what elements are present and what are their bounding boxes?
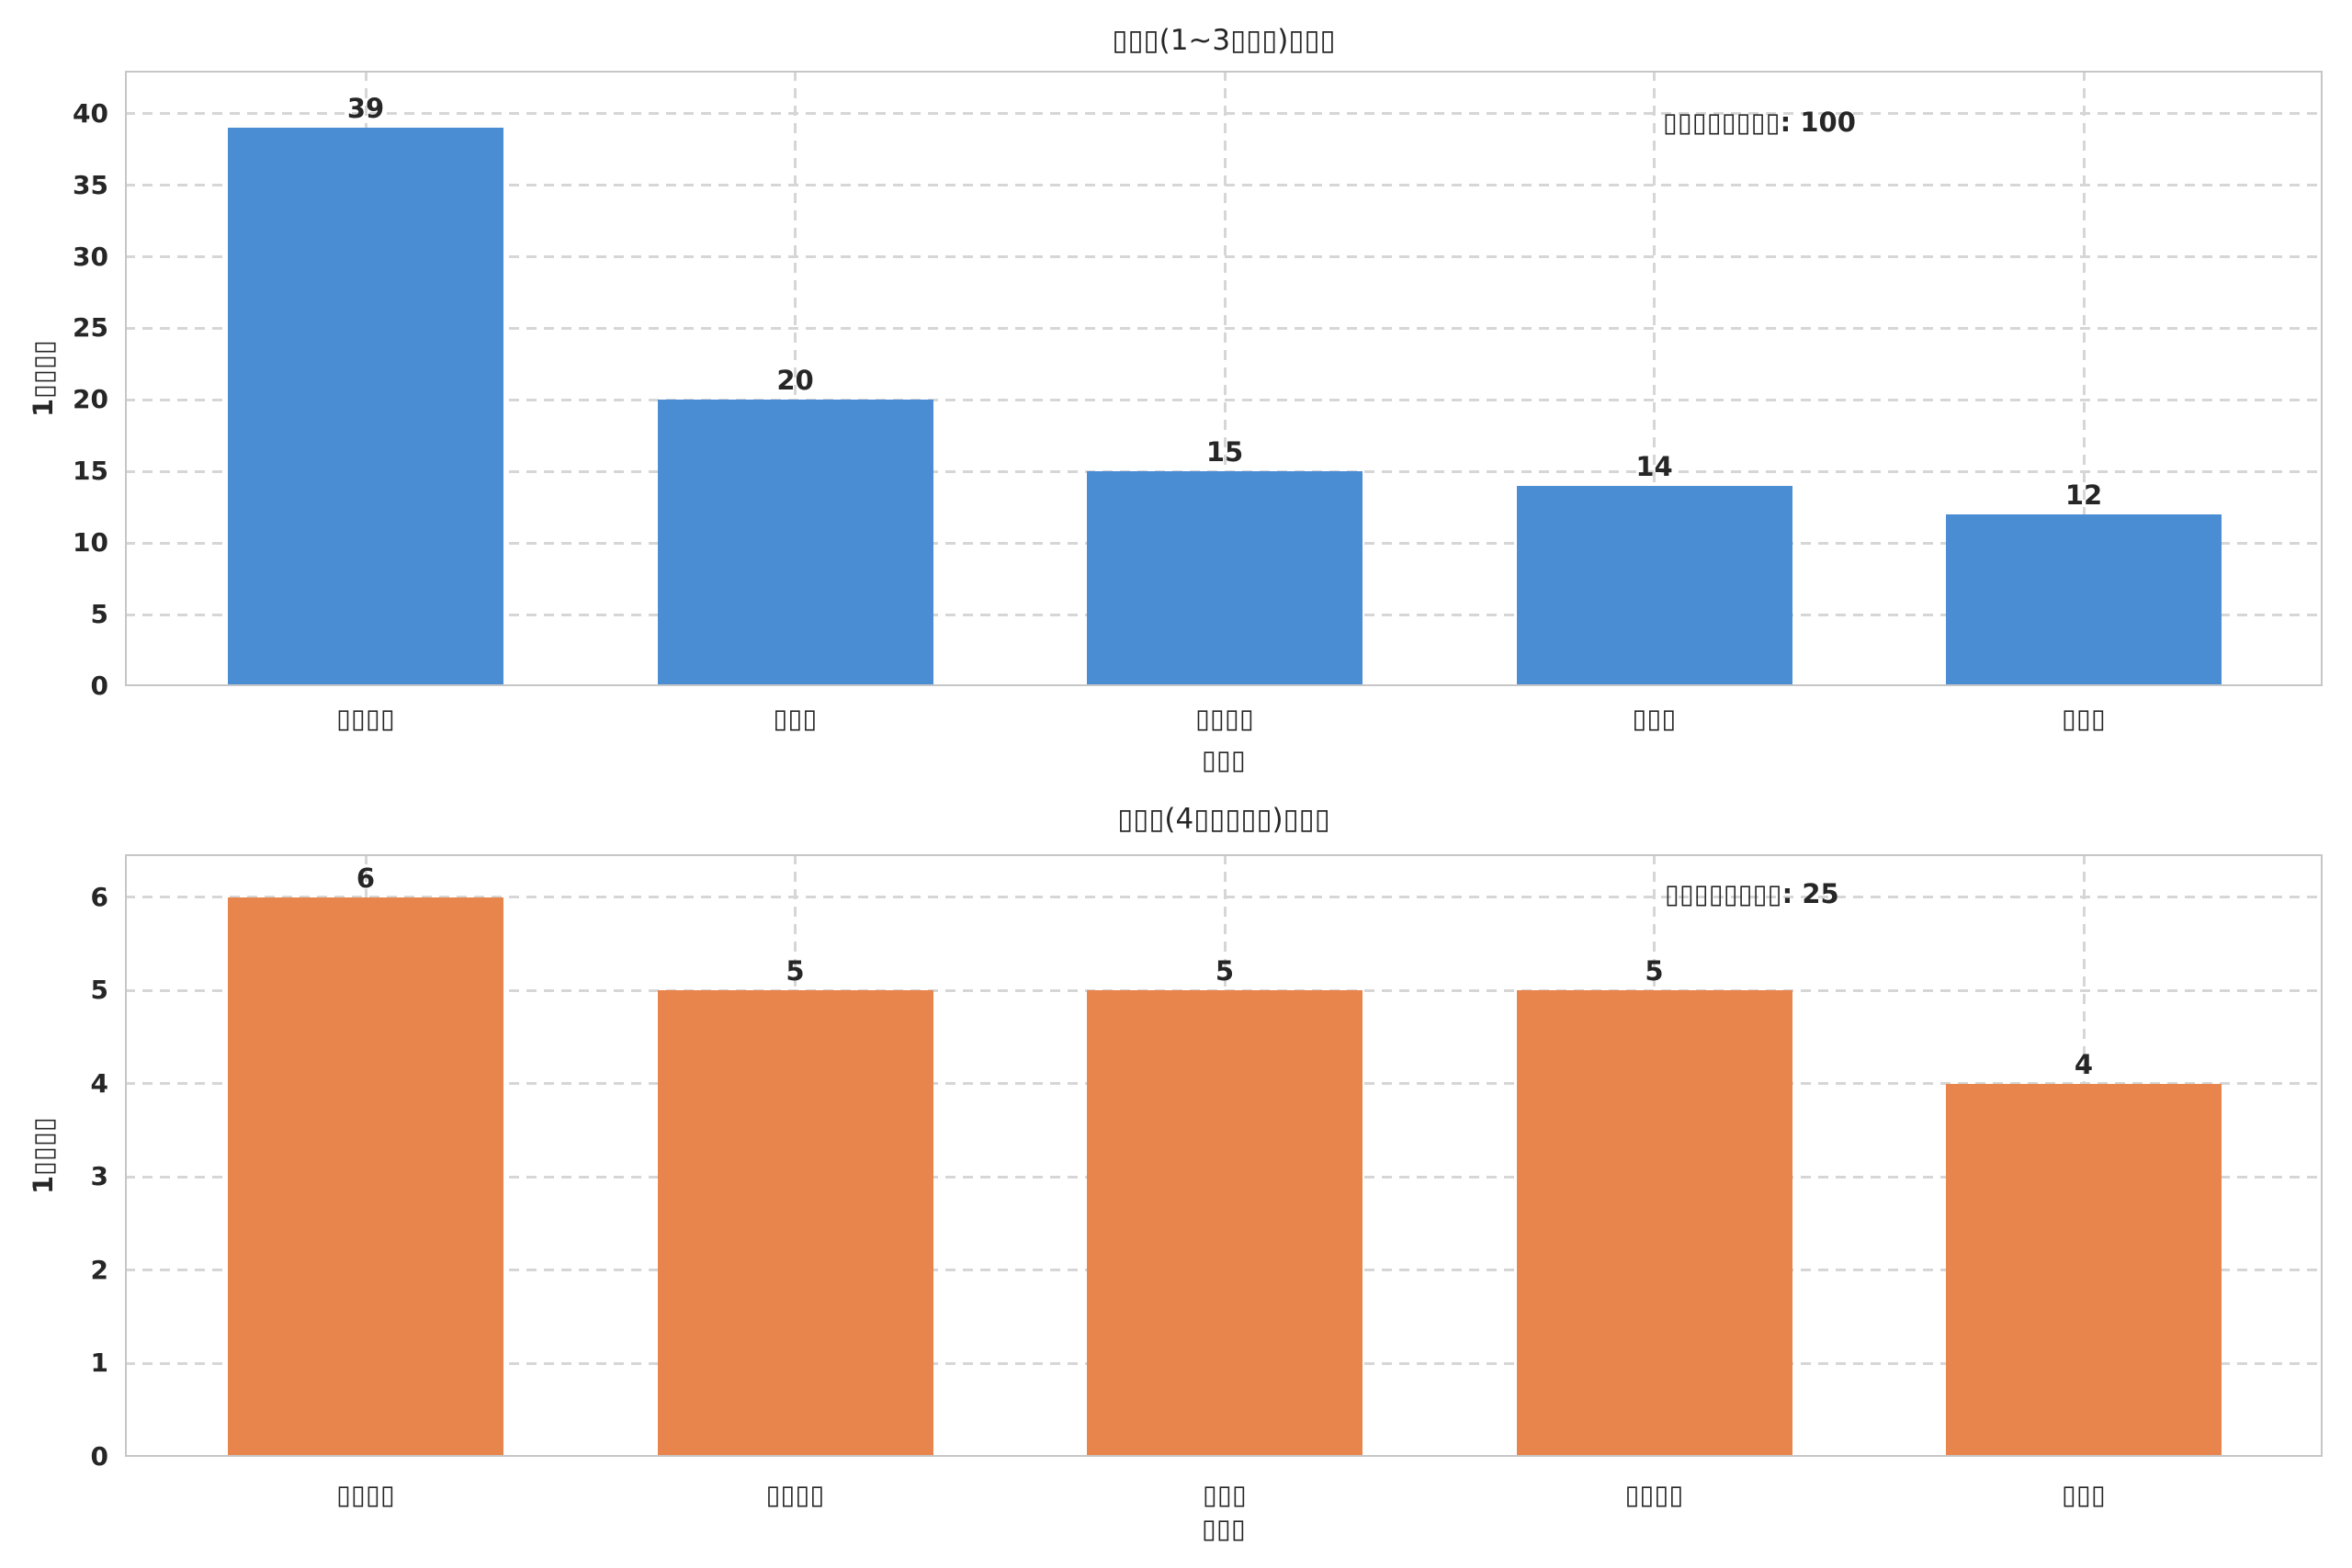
x-tick-label: ▯▯▯▯	[1195, 703, 1254, 734]
y-tick-label: 5	[90, 599, 108, 630]
y-tick-label: 1	[90, 1348, 108, 1379]
y-tick-label: 25	[73, 312, 108, 344]
bar-value-label: 14	[1635, 450, 1673, 482]
gridline-vertical	[2082, 71, 2086, 686]
bar	[1516, 485, 1792, 686]
bar-value-label: 6	[356, 862, 376, 894]
x-tick-label: ▯▯▯	[2062, 1479, 2106, 1510]
bar	[657, 400, 933, 686]
y-tick-label: 0	[90, 671, 108, 701]
y-tick-label: 4	[90, 1067, 108, 1099]
x-tick-label: ▯▯▯▯	[336, 1479, 395, 1510]
y-tick-label: 2	[90, 1254, 108, 1285]
bar-value-label: 12	[2064, 479, 2103, 512]
bar-value-label: 5	[1645, 955, 1664, 987]
x-tick-label: ▯▯▯▯	[1624, 1479, 1684, 1510]
x-tick-label: ▯▯▯▯	[765, 1479, 825, 1510]
annotation-bottom: ▯▯▯▯▯▯▯▯: 25	[1665, 878, 1839, 909]
chart-title-top: ▯▯▯(1~3▯▯▯)▯▯▯	[1112, 24, 1336, 57]
bar	[1087, 990, 1363, 1457]
gridline-vertical	[1653, 71, 1656, 686]
y-tick-label: 10	[73, 527, 108, 558]
bar	[228, 897, 503, 1457]
y-tick-label: 20	[73, 384, 108, 415]
y-tick-label: 30	[73, 241, 108, 272]
bar-value-label: 5	[786, 955, 805, 987]
bar	[1946, 514, 2222, 686]
bar	[1087, 471, 1363, 686]
bar	[657, 990, 933, 1457]
y-tick-label: 35	[73, 169, 108, 200]
bar-value-label: 5	[1215, 955, 1235, 987]
y-tick-label: 5	[90, 975, 108, 1006]
y-tick-label: 0	[90, 1441, 108, 1472]
x-tick-label: ▯▯▯	[1632, 703, 1677, 734]
bar-value-label: 15	[1205, 436, 1244, 468]
y-tick-label: 40	[73, 97, 108, 129]
gridline-vertical	[794, 71, 797, 686]
y-tick-label: 15	[73, 456, 108, 487]
x-tick-label: ▯▯▯	[773, 703, 818, 734]
x-tick-label: ▯▯▯▯	[336, 703, 395, 734]
x-axis-label-bottom: ▯▯▯	[1202, 1513, 1246, 1544]
bar-value-label: 20	[776, 365, 814, 397]
bar	[228, 128, 503, 686]
x-tick-label: ▯▯▯	[2062, 703, 2106, 734]
annotation-top: ▯▯▯▯▯▯▯▯: 100	[1663, 107, 1856, 138]
x-tick-label: ▯▯▯	[1203, 1479, 1247, 1510]
bar-value-label: 4	[2074, 1048, 2094, 1080]
bar	[1516, 990, 1792, 1457]
gridline-vertical	[1223, 71, 1227, 686]
x-axis-label-top: ▯▯▯	[1202, 744, 1246, 775]
y-tick-label: 6	[90, 881, 108, 912]
bar-value-label: 39	[346, 93, 385, 125]
bar	[1946, 1083, 2222, 1457]
y-tick-label: 3	[90, 1161, 108, 1192]
chart-title-bottom: ▯▯▯(4▯▯▯▯▯)▯▯▯	[1117, 803, 1330, 836]
